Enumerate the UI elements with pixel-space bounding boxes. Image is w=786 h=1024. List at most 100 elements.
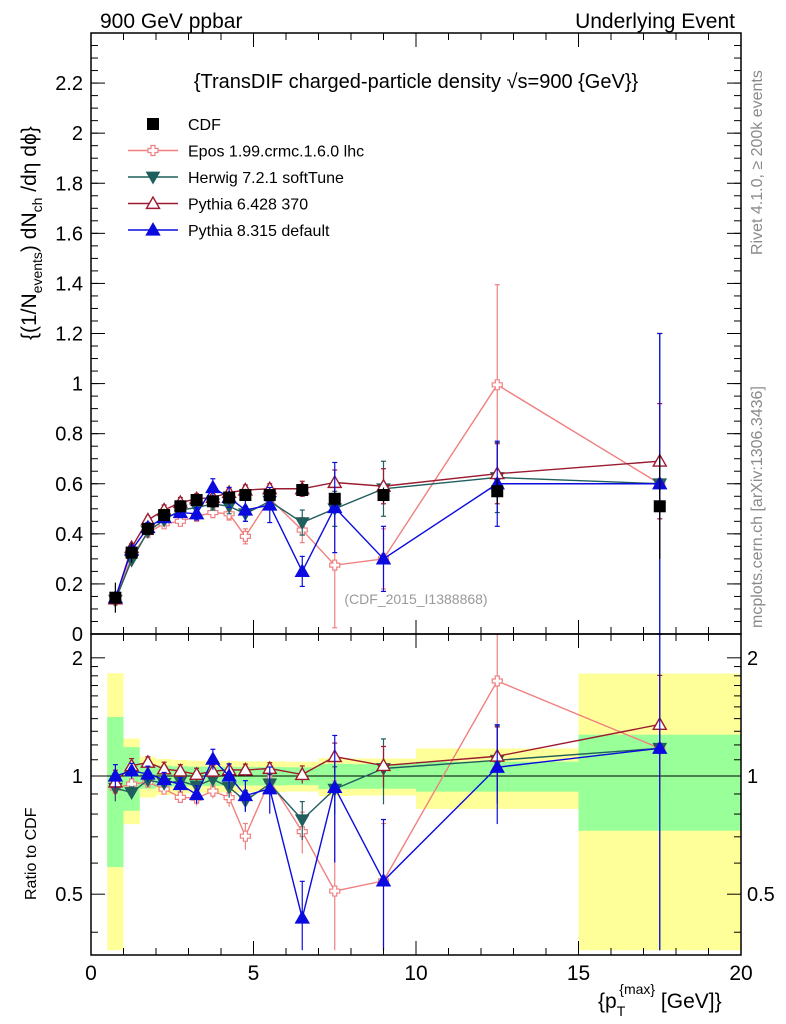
y-axis-label-text: {(1/Nevents) dNch /dη dϕ} bbox=[18, 126, 45, 340]
ratio-point bbox=[294, 814, 310, 828]
ref-point bbox=[223, 491, 236, 504]
data-point bbox=[329, 559, 341, 571]
y-tick-label: 1.6 bbox=[55, 223, 83, 245]
rivet-label: Rivet 4.1.0, ≥ 200k events bbox=[749, 70, 766, 255]
ref-point bbox=[653, 500, 666, 513]
analysis-tag: (CDF_2015_I1388868) bbox=[344, 591, 487, 607]
data-point bbox=[188, 505, 205, 520]
legend-label: Pythia 8.315 default bbox=[188, 223, 330, 240]
legend-label: Herwig 7.2.1 softTune bbox=[188, 170, 344, 187]
ratio-point bbox=[489, 759, 505, 773]
data-point bbox=[491, 379, 503, 391]
ref-point bbox=[239, 489, 252, 502]
ratio-point bbox=[172, 776, 189, 791]
ref-point bbox=[263, 489, 276, 502]
ref-point bbox=[141, 522, 154, 535]
chart-title: {TransDIF charged-particle density √s=90… bbox=[194, 71, 639, 93]
ratio-y-label: Ratio to CDF bbox=[23, 807, 40, 900]
data-point bbox=[375, 550, 392, 565]
ratio-point bbox=[174, 791, 186, 803]
x-axis-label-text: {pT{max} [GeV]} bbox=[598, 981, 722, 1019]
ratio-point bbox=[140, 766, 156, 780]
ratio-point bbox=[205, 751, 221, 765]
ref-point bbox=[125, 546, 138, 559]
y-tick-label: 1.8 bbox=[55, 173, 83, 195]
ratio-point bbox=[294, 766, 310, 781]
ratio-point bbox=[652, 740, 668, 754]
legend: CDF Epos 1.99.crmc.1.6.0 lhc Herwig 7.2.1 … bbox=[128, 117, 364, 240]
data-point bbox=[205, 479, 221, 494]
ratio-tick-label-right: 0.5 bbox=[747, 884, 775, 906]
ratio-point bbox=[172, 763, 189, 777]
ratio-bands bbox=[91, 673, 741, 951]
ratio-point bbox=[327, 779, 343, 794]
ratio-point bbox=[491, 675, 503, 687]
ref-point bbox=[190, 494, 203, 507]
legend-marker bbox=[145, 222, 161, 236]
legend-label: CDF bbox=[188, 117, 221, 134]
x-axis-label: {pT{max} [GeV]} bbox=[598, 981, 722, 1019]
ref-point bbox=[328, 492, 341, 505]
ref-point bbox=[296, 484, 309, 497]
ratio-tick-label-left: 1 bbox=[72, 766, 83, 788]
y-tick-label: 1.2 bbox=[55, 324, 83, 346]
x-tick-label: 10 bbox=[404, 962, 427, 985]
mcplots-label: mcplots.cern.ch [arXiv:1306.3436] bbox=[749, 386, 766, 628]
ratio-point bbox=[123, 762, 140, 777]
ratio-point bbox=[239, 830, 251, 842]
axes-layer: 0 0.2 0.4 0.6 0.8 1 1.2 1.4 1.6 1.8 2 2.2 0 5 10 15 20 0.… bbox=[55, 32, 775, 985]
y-tick-label: 2 bbox=[72, 123, 83, 145]
ratio-point bbox=[237, 762, 254, 776]
y-tick-label: 1 bbox=[72, 374, 83, 396]
y-tick-label: 0.8 bbox=[55, 424, 83, 446]
series-layer bbox=[107, 284, 668, 951]
y-tick-label: 1.4 bbox=[55, 273, 83, 295]
data-point bbox=[327, 499, 343, 514]
ref-point bbox=[174, 500, 187, 513]
ratio-point bbox=[188, 766, 205, 780]
y-tick-label: 0.4 bbox=[55, 524, 83, 546]
header-left: 900 GeV ppbar bbox=[100, 10, 242, 33]
ratio-point bbox=[207, 785, 219, 797]
ratio-point bbox=[375, 872, 392, 887]
x-tick-label: 0 bbox=[85, 962, 97, 985]
ratio-tick-label-left: 2 bbox=[72, 648, 83, 670]
ratio-tick-label-right: 2 bbox=[747, 648, 758, 670]
ref-point bbox=[158, 509, 171, 522]
ratio-point bbox=[107, 768, 124, 782]
reference-series bbox=[109, 453, 666, 613]
ref-point bbox=[377, 489, 390, 502]
ratio-point bbox=[262, 780, 278, 795]
data-point bbox=[174, 515, 186, 527]
ratio-tick-label-right: 1 bbox=[747, 766, 758, 788]
data-point bbox=[262, 497, 278, 511]
legend-marker bbox=[147, 118, 159, 130]
ratio-point bbox=[156, 771, 172, 786]
ratio-point bbox=[188, 786, 205, 801]
ratio-point bbox=[375, 757, 392, 772]
data-point bbox=[294, 563, 310, 577]
ref-point bbox=[109, 591, 122, 604]
data-point bbox=[239, 530, 251, 542]
ratio-point bbox=[205, 763, 221, 777]
legend-label: Epos 1.99.crmc.1.6.0 lhc bbox=[188, 144, 364, 161]
ratio-tick-label-left: 0.5 bbox=[55, 884, 83, 906]
x-tick-label: 15 bbox=[567, 962, 590, 985]
y-tick-label: 0 bbox=[72, 624, 83, 646]
ratio-point bbox=[221, 768, 237, 782]
y-tick-label: 0.6 bbox=[55, 474, 83, 496]
data-point bbox=[237, 502, 254, 516]
ref-point bbox=[206, 495, 219, 508]
y-axis-label: {(1/Nevents) dNch /dη dϕ} bbox=[18, 126, 45, 340]
legend-marker bbox=[145, 171, 161, 185]
ratio-point bbox=[329, 885, 341, 897]
header-right: Underlying Event bbox=[575, 10, 735, 33]
ratio-point bbox=[237, 787, 254, 802]
legend-marker bbox=[145, 195, 161, 210]
ratio-point bbox=[294, 910, 310, 924]
legend-marker bbox=[147, 144, 159, 157]
ref-point bbox=[491, 485, 504, 498]
x-tick-label: 5 bbox=[248, 962, 260, 985]
legend-label: Pythia 6.428 370 bbox=[188, 197, 308, 214]
